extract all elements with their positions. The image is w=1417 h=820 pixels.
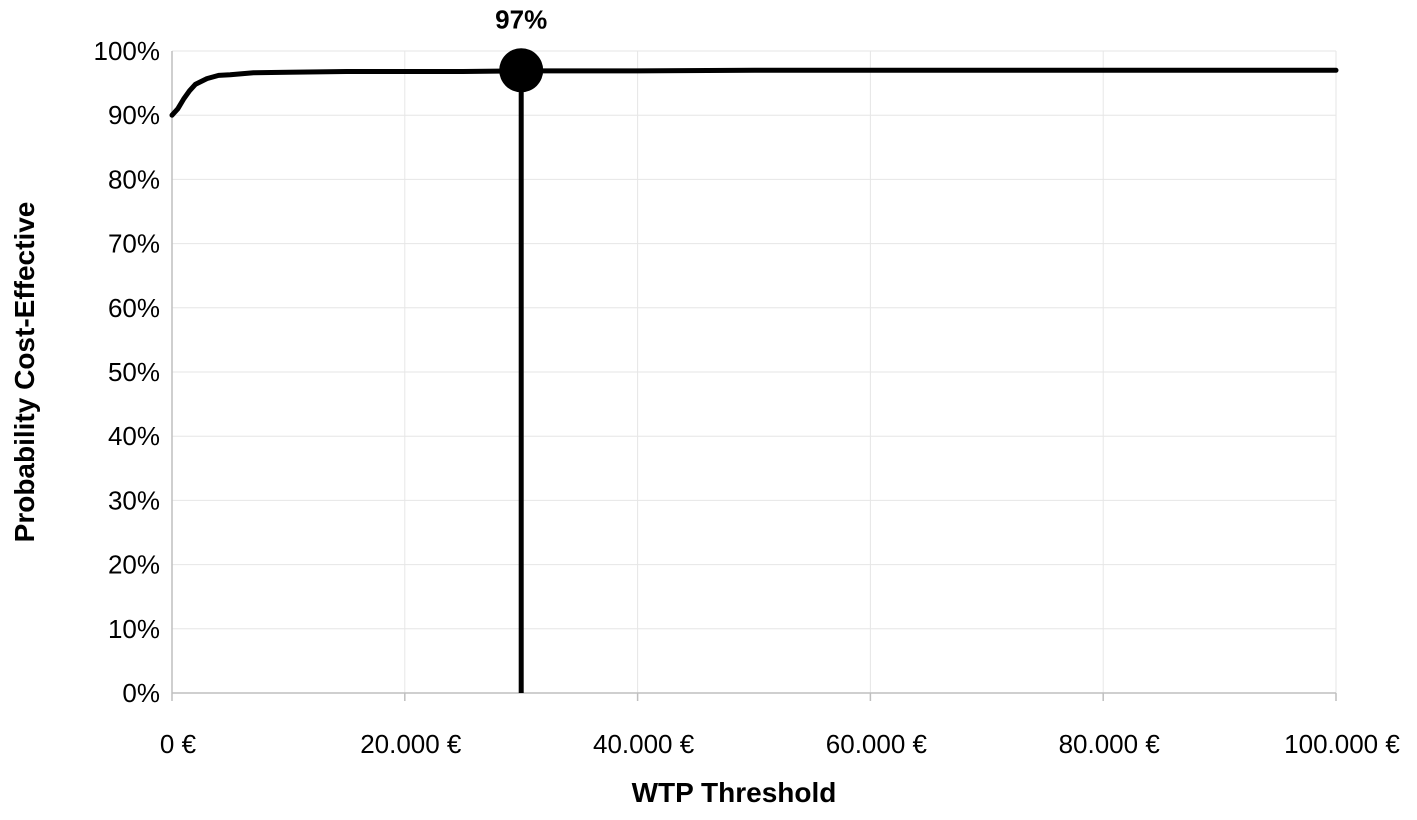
y-tick-label: 10%: [108, 614, 160, 644]
y-tick-labels: 0% 10% 20% 30% 40% 50% 60% 70% 80% 90% 100%: [94, 36, 161, 708]
gridlines: [172, 50, 1337, 693]
highlight-data-label: 97%: [495, 4, 547, 34]
y-tick-label: 80%: [108, 164, 160, 194]
x-tick-label: 100.000 €: [1284, 729, 1400, 759]
y-tick-label: 60%: [108, 293, 160, 323]
y-tick-label: 0%: [122, 678, 160, 708]
ceac-line: [169, 67, 1339, 118]
axes: [171, 51, 1337, 701]
y-tick-label: 20%: [108, 550, 160, 580]
y-tick-label: 50%: [108, 357, 160, 387]
y-tick-label: 40%: [108, 421, 160, 451]
y-tick-label: 30%: [108, 485, 160, 515]
highlight-marker: [499, 48, 544, 93]
x-tick-label: 60.000 €: [826, 729, 928, 759]
x-axis-title: WTP Threshold: [632, 777, 837, 808]
series-group: [169, 67, 1339, 118]
y-tick-label: 100%: [94, 36, 161, 66]
y-axis-title: Probability Cost-Effective: [9, 202, 40, 543]
x-tick-label: 20.000 €: [360, 729, 462, 759]
x-tick-label: 80.000 €: [1059, 729, 1161, 759]
x-tick-label: 0 €: [160, 729, 197, 759]
y-tick-label: 70%: [108, 229, 160, 259]
x-tick-label: 40.000 €: [593, 729, 695, 759]
x-tick-labels: 0 € 20.000 € 40.000 € 60.000 € 80.000 € 100.0…: [160, 729, 1400, 759]
y-tick-label: 90%: [108, 100, 160, 130]
highlight-group: 97%: [495, 4, 547, 693]
